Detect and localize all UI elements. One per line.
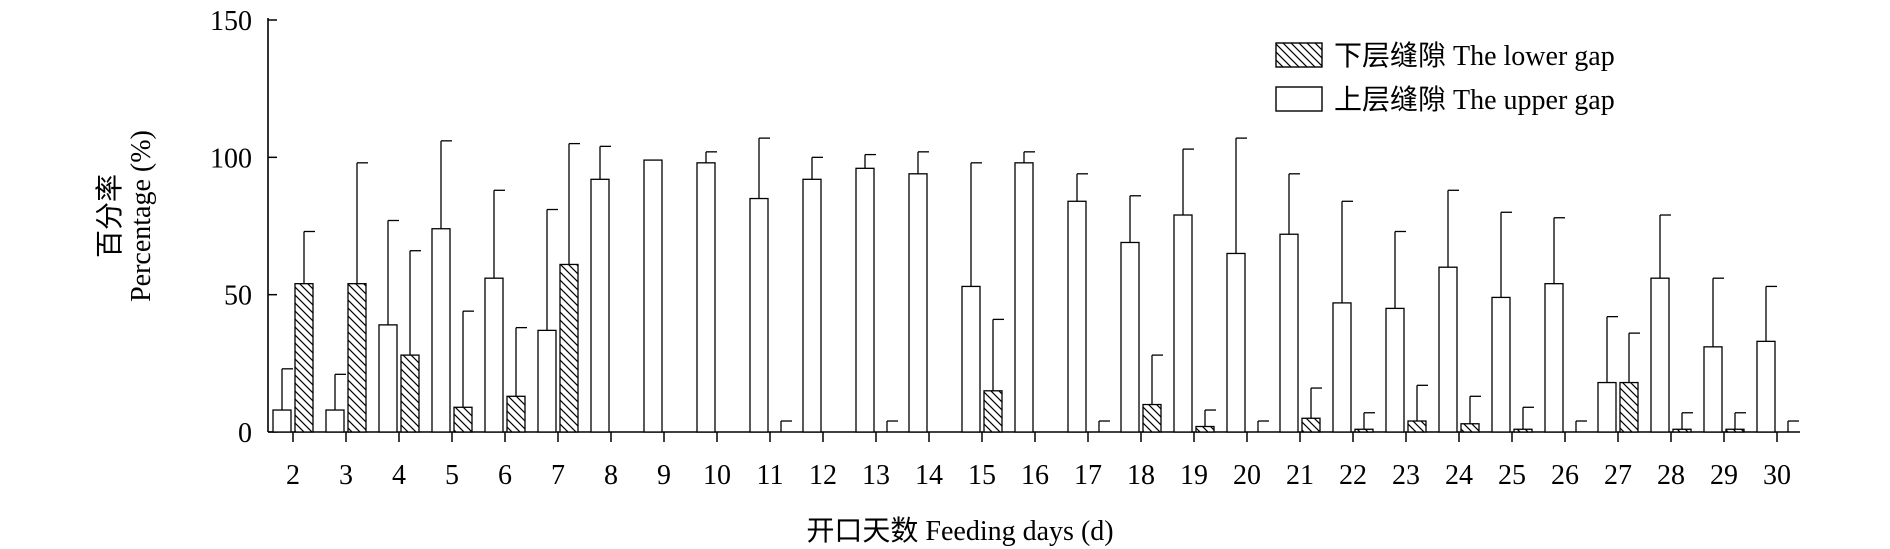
bar-lower-gap: [347, 283, 367, 433]
bar-upper-gap: [325, 409, 345, 433]
bar-upper-gap: [1279, 233, 1299, 433]
y-tick-label: 0: [238, 418, 252, 449]
bar-upper-gap: [1544, 283, 1564, 433]
bar-lower-gap: [559, 263, 579, 433]
bar-lower-gap: [1619, 381, 1639, 433]
x-tick-label: 18: [1127, 460, 1155, 491]
bar-upper-gap: [1067, 200, 1087, 433]
bar-lower-gap: [1354, 428, 1374, 433]
bar-upper-gap: [1173, 214, 1193, 433]
x-tick-label: 22: [1339, 460, 1367, 491]
x-tick-label: 28: [1657, 460, 1685, 491]
bar-upper-gap: [1491, 296, 1511, 433]
x-tick-label: 14: [915, 460, 943, 491]
x-tick-label: 7: [551, 460, 565, 491]
labels-layer: 0 50 100 150 百分率 Percentage (%) 开口天数 Feeding d…: [94, 6, 1791, 547]
x-tick-label: 24: [1445, 460, 1473, 491]
bar-upper-gap: [1438, 266, 1458, 433]
bar-upper-gap: [696, 162, 716, 433]
bar-upper-gap: [1332, 302, 1352, 433]
x-tick-label: 6: [498, 460, 512, 491]
bar-lower-gap: [983, 390, 1003, 433]
bar-upper-gap: [1120, 241, 1140, 433]
x-tick-label: 23: [1392, 460, 1420, 491]
x-tick-label: 2: [286, 460, 300, 491]
bar-upper-gap: [855, 167, 875, 433]
x-tick-label: 4: [392, 460, 406, 491]
x-tick-label: 9: [657, 460, 671, 491]
bar-upper-gap: [802, 178, 822, 433]
bar-upper-gap: [431, 228, 451, 433]
bar-upper-gap: [749, 197, 769, 433]
x-tick-label: 27: [1604, 460, 1632, 491]
x-tick-label: 13: [862, 460, 890, 491]
y-tick-label: 150: [210, 6, 252, 37]
bar-lower-gap: [1407, 420, 1427, 433]
y-axis-label: Percentage (%): [126, 130, 157, 302]
bar-upper-gap: [1650, 277, 1670, 433]
x-tick-label: 19: [1180, 460, 1208, 491]
x-tick-label: 8: [604, 460, 618, 491]
bar-lower-gap: [1195, 425, 1215, 433]
bar-lower-gap: [1460, 423, 1480, 433]
bar-upper-gap: [1703, 346, 1723, 433]
bars-layer: [272, 137, 1799, 433]
legend-label-lower-gap: 下层缝隙 The lower gap: [1334, 40, 1615, 72]
x-tick-label: 25: [1498, 460, 1526, 491]
bar-lower-gap: [400, 354, 420, 433]
bar-lower-gap: [1725, 428, 1745, 433]
bar-upper-gap: [590, 178, 610, 433]
bar-upper-gap: [1756, 340, 1776, 433]
bar-upper-gap: [1014, 162, 1034, 433]
bar-lower-gap: [1301, 417, 1321, 433]
x-tick-label: 17: [1074, 460, 1102, 491]
y-axis-label: 百分率: [94, 174, 126, 258]
bar-lower-gap: [1142, 403, 1162, 433]
bar-upper-gap: [961, 285, 981, 433]
x-tick-label: 29: [1710, 460, 1738, 491]
legend-swatch-lower-gap: [1275, 42, 1323, 68]
bar-upper-gap: [643, 159, 663, 433]
x-tick-label: 21: [1286, 460, 1314, 491]
x-tick-label: 11: [757, 460, 784, 491]
x-tick-label: 26: [1551, 460, 1579, 491]
y-tick-label: 100: [210, 143, 252, 174]
bar-upper-gap: [272, 409, 292, 433]
x-tick-label: 10: [703, 460, 731, 491]
x-tick-label: 15: [968, 460, 996, 491]
bar-lower-gap: [506, 395, 526, 433]
bar-upper-gap: [908, 173, 928, 433]
bar-lower-gap: [1672, 428, 1692, 433]
x-tick-label: 16: [1021, 460, 1049, 491]
bar-upper-gap: [378, 324, 398, 433]
bar-upper-gap: [1385, 307, 1405, 433]
x-tick-label: 12: [809, 460, 837, 491]
bar-lower-gap: [294, 283, 314, 433]
x-tick-label: 30: [1763, 460, 1791, 491]
bar-lower-gap: [1513, 428, 1533, 433]
legend-swatch-upper-gap: [1275, 86, 1323, 112]
bar-upper-gap: [1226, 252, 1246, 433]
legend-label-upper-gap: 上层缝隙 The upper gap: [1334, 84, 1615, 116]
legend: 下层缝隙 The lower gap 上层缝隙 The upper gap: [1275, 40, 1615, 116]
x-tick-label: 5: [445, 460, 459, 491]
bar-upper-gap: [1597, 381, 1617, 433]
x-tick-label: 20: [1233, 460, 1261, 491]
bar-lower-gap: [453, 406, 473, 433]
bar-upper-gap: [537, 329, 557, 433]
y-tick-label: 50: [224, 281, 252, 312]
x-tick-label: 3: [339, 460, 353, 491]
bar-upper-gap: [484, 277, 504, 433]
x-axis-label: 开口天数 Feeding days (d): [806, 515, 1113, 547]
